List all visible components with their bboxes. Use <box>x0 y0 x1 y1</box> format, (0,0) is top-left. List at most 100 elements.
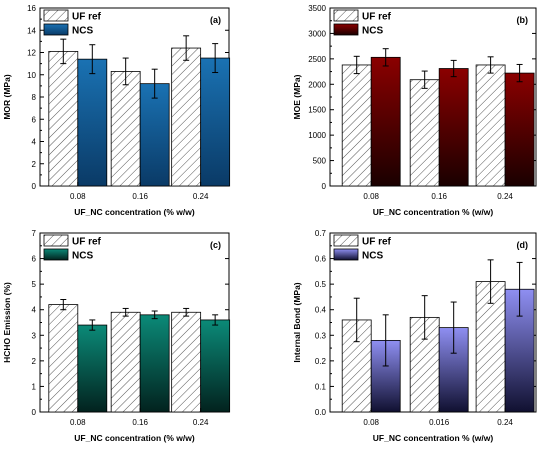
bar-ncs-1 <box>139 83 170 187</box>
panel-label: (c) <box>210 240 221 250</box>
y-tick-label: 0 <box>322 182 327 191</box>
y-axis-title: Internal Bond (MPa) <box>292 282 302 362</box>
x-tick-label: 0.16 <box>132 418 148 427</box>
bar-uf-ref-1 <box>110 71 141 187</box>
legend-swatch-uf-ref <box>43 9 69 22</box>
legend-swatch-ncs <box>333 23 359 36</box>
error-bar <box>382 48 389 67</box>
panel-label: (a) <box>210 15 221 25</box>
x-axis-title: UF_NC concentration (% w/w) <box>74 207 195 217</box>
y-tick-label: 2 <box>32 357 37 366</box>
legend-swatch-uf-ref <box>333 234 359 247</box>
y-axis-title: MOE (MPa) <box>292 74 302 119</box>
bar-uf-ref-1 <box>110 311 141 413</box>
bar-uf-ref-0 <box>48 50 79 187</box>
error-bar <box>151 68 158 99</box>
y-tick-label: 0.7 <box>315 229 327 238</box>
y-tick-label: 14 <box>27 26 36 35</box>
x-tick-label: 0.08 <box>70 418 86 427</box>
x-tick-label: 0.08 <box>70 192 86 201</box>
bar-ncs-2 <box>504 288 535 413</box>
error-bar <box>151 310 158 320</box>
legend: UF ref NCS <box>333 234 392 262</box>
error-bar <box>183 35 190 61</box>
legend-label: UF ref <box>362 12 392 23</box>
x-tick-label: 0.16 <box>431 192 447 201</box>
x-tick-label: 0.24 <box>193 418 209 427</box>
error-bar <box>212 314 219 326</box>
chart-panel-d: 0.0 0.1 0.2 0.3 0.4 0.5 0.6 0.7 0.08 0.016 0.24UF_… <box>292 229 537 443</box>
error-bar <box>487 259 494 304</box>
error-bar <box>183 307 190 317</box>
legend-label: NCS <box>362 26 383 37</box>
legend-swatch-uf-ref <box>333 9 359 22</box>
y-tick-label: 0 <box>32 182 37 191</box>
error-bar <box>487 56 494 74</box>
bar-ncs-0 <box>77 58 108 187</box>
y-axis-title: HCHO Emission (%) <box>2 282 12 363</box>
legend: UF ref NCS <box>43 9 102 37</box>
y-tick-label: 1500 <box>308 106 326 115</box>
legend-label: NCS <box>72 26 93 37</box>
y-tick-label: 0.3 <box>315 331 327 340</box>
bar-uf-ref-0 <box>48 304 79 413</box>
y-tick-label: 3000 <box>308 29 326 38</box>
error-bar <box>212 43 219 74</box>
error-bar <box>421 295 428 340</box>
y-tick-label: 2 <box>32 160 37 169</box>
error-bar <box>382 314 389 367</box>
y-tick-label: 0.4 <box>315 306 327 315</box>
error-bar <box>516 63 523 83</box>
legend-label: UF ref <box>72 12 102 23</box>
x-axis-title: UF_NC concentration % (w/w) <box>373 207 494 217</box>
legend-swatch-ncs <box>333 248 359 261</box>
bar-uf-ref-2 <box>171 311 202 413</box>
y-tick-label: 4 <box>32 138 37 147</box>
chart-panel-b: 0 500 1000 1500 2000 2500 3000 3500 0.08 0.16 0.24… <box>292 4 537 217</box>
legend: UF ref NCS <box>43 234 102 262</box>
bar-ncs-2 <box>200 57 231 187</box>
panel-label: (d) <box>517 240 529 250</box>
error-bar <box>122 57 129 86</box>
bar-uf-ref-2 <box>171 47 202 187</box>
y-tick-label: 16 <box>27 4 36 13</box>
y-tick-label: 12 <box>27 49 36 58</box>
y-tick-label: 0.2 <box>315 357 327 366</box>
x-axis-title: UF_NC concentration % (w/w) <box>373 433 494 443</box>
bar-ncs-2 <box>200 319 231 413</box>
y-tick-label: 0.0 <box>315 408 327 417</box>
y-tick-label: 1 <box>32 382 37 391</box>
x-tick-label: 0.24 <box>497 192 513 201</box>
legend-label: NCS <box>362 251 383 262</box>
bar-uf-ref-2 <box>475 64 506 187</box>
x-tick-label: 0.16 <box>132 192 148 201</box>
legend-swatch-ncs <box>43 248 69 261</box>
panel-label: (b) <box>517 15 529 25</box>
error-bar <box>60 298 67 311</box>
y-tick-label: 6 <box>32 115 37 124</box>
error-bar <box>89 44 96 75</box>
legend-label: UF ref <box>72 237 102 248</box>
bar-ncs-0 <box>77 324 108 413</box>
y-tick-label: 10 <box>27 71 36 80</box>
error-bar <box>89 319 96 331</box>
y-tick-label: 4 <box>32 306 37 315</box>
bar-ncs-1 <box>438 68 469 187</box>
x-axis-title: UF_NC concentration (% w/w) <box>74 433 195 443</box>
y-tick-label: 0 <box>32 408 37 417</box>
y-tick-label: 8 <box>32 93 37 102</box>
error-bar <box>450 59 457 78</box>
y-tick-label: 3 <box>32 331 37 340</box>
error-bar <box>353 297 360 343</box>
y-tick-label: 0.1 <box>315 382 327 391</box>
legend: UF ref NCS <box>333 9 392 37</box>
y-tick-label: 0.6 <box>315 255 327 264</box>
chart-panel-a: 0 2 4 6 8 10 12 14 16 0.08 0.16 0.24 UF_NC concentra… <box>2 4 231 217</box>
y-axis-title: MOR (MPa) <box>2 74 12 120</box>
legend-swatch-uf-ref <box>43 234 69 247</box>
y-tick-label: 5 <box>32 280 37 289</box>
x-tick-label: 0.016 <box>429 418 450 427</box>
y-tick-label: 2500 <box>308 55 326 64</box>
x-tick-label: 0.08 <box>363 192 379 201</box>
